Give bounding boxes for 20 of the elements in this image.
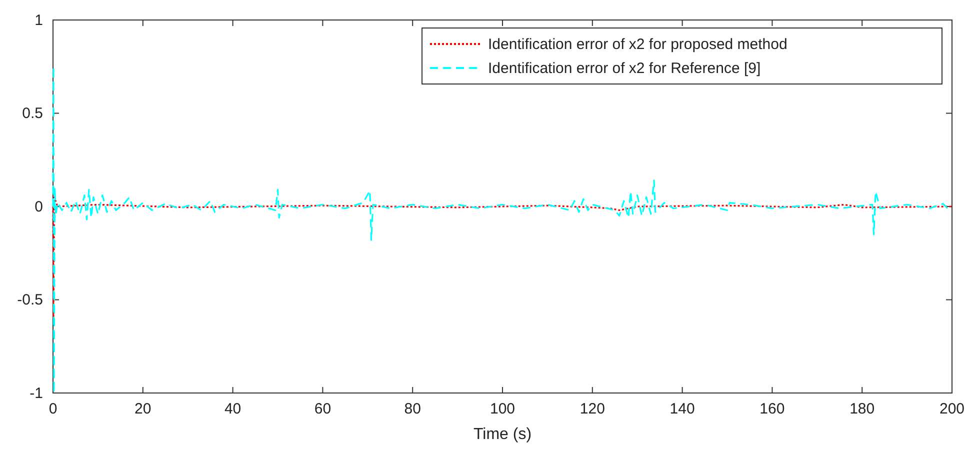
line-series bbox=[52, 196, 953, 320]
x-tick-label: 100 bbox=[490, 400, 516, 418]
x-tick-label: 120 bbox=[580, 400, 605, 418]
x-tick-label: 80 bbox=[404, 400, 421, 418]
x-tick-label: 200 bbox=[939, 400, 965, 418]
y-tick-label: -1 bbox=[30, 384, 43, 402]
x-tick-label: 60 bbox=[314, 400, 332, 418]
x-tick-label: 40 bbox=[224, 400, 242, 418]
x-tick-label: 180 bbox=[850, 400, 875, 418]
x-tick-label: 160 bbox=[760, 400, 785, 418]
x-tick-label: 0 bbox=[48, 400, 58, 418]
x-tick-label: 140 bbox=[670, 400, 695, 418]
y-tick-label: 0 bbox=[34, 198, 43, 216]
legend-label: Identification error of x2 for Reference [9] bbox=[488, 60, 761, 77]
x-axis-title: Time (s) bbox=[473, 426, 532, 443]
y-tick-label: 0.5 bbox=[22, 105, 43, 122]
legend-label: Identification error of x2 for proposed method bbox=[488, 36, 788, 53]
x-tick-label: 20 bbox=[134, 400, 152, 418]
y-tick-label: -0.5 bbox=[17, 292, 43, 309]
y-tick-label: 1 bbox=[34, 12, 43, 29]
